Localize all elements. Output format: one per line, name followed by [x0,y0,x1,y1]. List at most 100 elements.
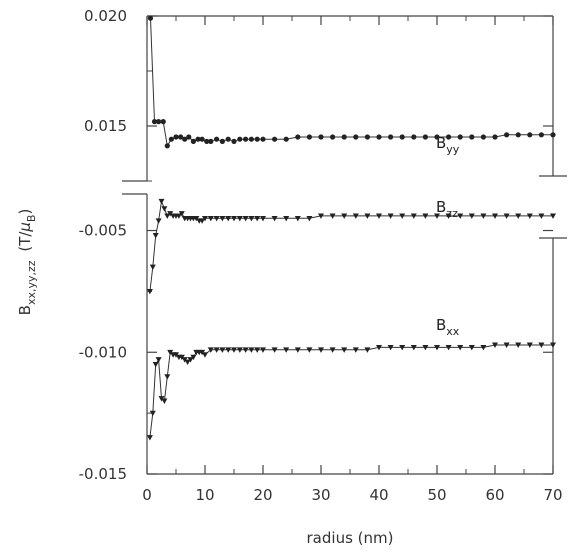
data-point [446,134,452,140]
data-point [242,347,249,353]
data-point [186,134,192,140]
data-point [219,347,226,353]
data-point [526,213,533,219]
y-axis-label: Bxx,yy,zz (T/μB) [16,209,38,316]
data-point [480,134,486,140]
data-point [160,119,166,125]
data-point [399,344,406,351]
series-line [149,199,553,292]
data-point [503,342,510,348]
data-point [175,213,182,219]
data-point [550,132,556,138]
y-axis-label-unit-close: ) [16,209,34,215]
data-point [434,213,440,219]
series-label-xx: Bxx [436,316,460,338]
data-point [353,134,359,140]
data-point [146,288,153,295]
data-point [147,15,154,21]
data-point [213,347,220,353]
data-point [422,344,429,351]
data-point [168,136,174,142]
x-tick-label: 50 [427,486,446,504]
data-point [242,215,249,222]
data-point [376,213,382,219]
data-point [248,215,255,222]
data-point [155,218,162,224]
data-point [146,435,153,441]
data-point [352,347,359,353]
data-point [306,215,313,222]
data-point [550,213,556,219]
data-point [538,213,545,219]
data-point [457,344,464,351]
data-point [364,213,371,219]
data-point [236,347,243,353]
data-point [219,138,225,144]
series-label-subscript: yy [446,143,460,156]
data-point [254,136,260,142]
labels-group: Byy Bzz Bxx radius (nm) Bxx,yy,zz (T/μB) [16,134,460,547]
data-point [492,134,498,140]
y-tick-label: -0.010 [79,343,127,361]
data-point [306,347,313,353]
x-tick-label: 70 [543,486,562,504]
data-point [445,213,452,219]
data-point [231,347,237,353]
data-point [243,136,249,142]
data-point [155,357,162,363]
y-axis-label-symbol: B [16,305,34,315]
data-point [341,347,348,353]
data-point [182,136,188,142]
data-point [283,347,290,353]
data-point [399,134,405,140]
data-point [550,342,556,348]
series-group [146,15,556,441]
y-axis-label-unit-mu: μ [16,222,34,233]
data-point [254,347,261,353]
data-point [376,344,382,351]
data-point [236,215,243,222]
data-point [202,215,208,222]
data-point [480,213,487,219]
data-point [515,342,522,348]
data-point [207,215,214,222]
x-tick-label: 10 [195,486,214,504]
data-point [178,211,185,217]
data-point [248,347,255,353]
data-point [231,138,237,144]
data-point [306,134,312,140]
data-point [492,342,498,348]
axis-ticks: 0 10 20 30 40 50 60 70 0.020 0.015 -0.005 -0.010 -0.… [79,7,563,504]
data-point [411,134,417,140]
series-b-yy [147,15,556,149]
data-point [504,132,510,138]
data-point [445,344,452,351]
data-point [237,136,243,142]
data-point [187,357,194,363]
data-point [283,136,289,142]
series-label-subscript: xx [446,325,460,338]
x-tick-label: 20 [253,486,272,504]
data-point [260,347,266,353]
data-point [190,138,196,144]
data-point [173,352,179,358]
data-point [294,215,301,222]
data-point [515,132,521,138]
data-point [468,213,475,219]
data-point [294,347,301,353]
y-axis-label-unit-subscript: B [25,215,38,223]
data-point [199,136,205,142]
data-point [352,213,359,219]
data-point [208,138,214,144]
data-point [199,218,206,224]
data-point [231,215,237,222]
data-point [190,354,197,361]
data-point [202,352,208,358]
data-point [213,215,220,222]
data-point [480,344,487,351]
data-point [341,213,348,219]
data-point [387,344,394,351]
data-point [161,206,168,212]
y-tick-label: 0.015 [84,117,127,135]
